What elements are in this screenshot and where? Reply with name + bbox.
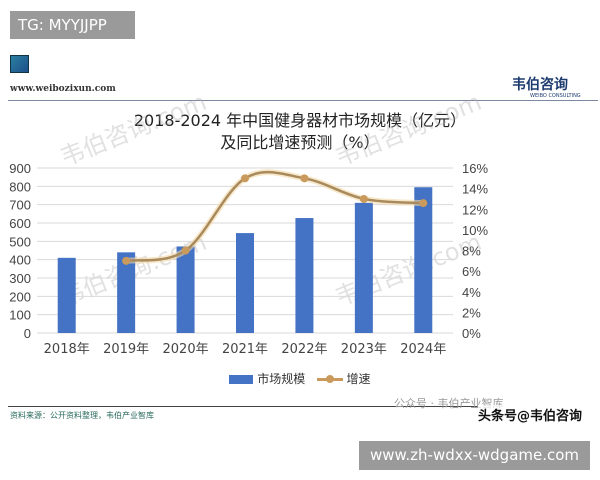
y-left-tick-label: 0 [24, 326, 31, 341]
y-left-tick-label: 800 [9, 179, 31, 194]
y-left-tick-label: 300 [9, 271, 31, 286]
x-tick-label: 2020年 [163, 342, 209, 357]
bar [414, 187, 433, 333]
tg-label: TG: MYYJJPP [10, 11, 135, 39]
y-left-tick-label: 500 [9, 234, 31, 249]
x-tick-label: 2021年 [222, 342, 268, 357]
y-left-tick-label: 100 [9, 308, 31, 323]
logo-subtitle: WEIBO CONSULTING [530, 93, 581, 99]
y-right-tick-label: 10% [462, 223, 488, 238]
x-tick-label: 2022年 [281, 342, 327, 357]
y-left-tick-label: 400 [9, 253, 31, 268]
growth-line [125, 170, 424, 263]
toutiao-watermark: 头条号@韦伯咨询 [478, 405, 583, 424]
chart-title: 2018-2024 年中国健身器材市场规模（亿元） [133, 111, 467, 130]
y-left-tick-label: 200 [9, 289, 31, 304]
y-right-tick-label: 0% [462, 326, 481, 341]
y-right-tick-label: 8% [462, 244, 481, 259]
y-right-tick-label: 4% [462, 285, 481, 300]
x-tick-label: 2018年 [44, 342, 90, 357]
source-note: 资料来源：公开资料整理，韦伯产业智库 [10, 411, 154, 420]
wechat-watermark: 公众号 · 韦伯产业智库 [394, 397, 504, 410]
growth-point [359, 194, 368, 203]
x-tick-label: 2023年 [341, 342, 387, 357]
footer-divider [8, 406, 478, 407]
growth-point [241, 174, 249, 183]
legend-line-swatch [316, 375, 343, 383]
legend-bar-swatch [229, 375, 254, 384]
bar [354, 202, 373, 333]
url-watermark: www.zh-wdxx-wdgame.com [359, 441, 590, 470]
growth-point [181, 246, 190, 255]
y-right-tick-label: 16% [462, 161, 488, 176]
bar [236, 233, 254, 333]
y-left-tick-label: 700 [9, 198, 31, 213]
line-glow [125, 169, 424, 264]
bar [176, 246, 195, 333]
header-divider [8, 100, 598, 101]
growth-point [300, 174, 309, 183]
y-left-tick-label: 900 [9, 161, 31, 176]
y-right-tick-label: 12% [462, 202, 488, 217]
chart-subtitle: 及同比增速预测（%） [220, 133, 380, 152]
bar [295, 218, 314, 333]
y-right-tick-label: 14% [462, 182, 488, 197]
bar [57, 257, 76, 333]
legend-bar-label: 市场规模 [257, 372, 306, 386]
growth-point [122, 256, 131, 265]
legend-line-label: 增速 [346, 372, 371, 386]
logo: 韦伯咨询 [512, 77, 568, 93]
x-tick-label: 2019年 [103, 342, 149, 357]
y-right-tick-label: 6% [462, 264, 481, 279]
growth-point [419, 199, 428, 208]
bar [117, 252, 136, 333]
y-right-tick-label: 2% [462, 305, 481, 320]
brand-square-icon [10, 55, 29, 73]
site-url: www.weibozixun.com [10, 84, 116, 94]
x-tick-label: 2024年 [400, 342, 446, 357]
legend: 市场规模 增速 [0, 370, 600, 387]
y-left-tick-label: 600 [9, 216, 31, 231]
